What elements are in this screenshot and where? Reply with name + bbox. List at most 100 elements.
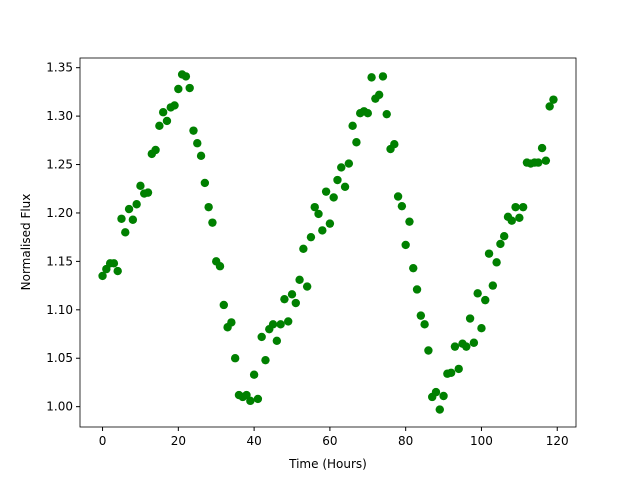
point (515, 213, 524, 223)
point (541, 156, 551, 165)
y-tick-label: 1.10 (46, 303, 73, 317)
point (132, 200, 141, 209)
point (549, 95, 558, 104)
point (284, 317, 293, 326)
point (314, 209, 323, 219)
point (416, 311, 426, 320)
point (246, 396, 255, 406)
point (200, 178, 210, 188)
point (450, 342, 460, 351)
plot-frame (79, 57, 577, 428)
x-axis-label: Time (Hours) (288, 457, 367, 471)
point (196, 151, 206, 161)
point (321, 187, 331, 196)
point (439, 391, 448, 401)
point (405, 217, 414, 226)
point (306, 232, 316, 242)
point (208, 218, 217, 227)
point (318, 226, 327, 235)
point (117, 214, 126, 223)
point (215, 262, 225, 271)
point (484, 249, 494, 258)
point (276, 320, 285, 329)
point (409, 263, 418, 273)
x-tick-label: 0 (99, 434, 107, 448)
point (492, 258, 501, 267)
point (333, 175, 342, 185)
point (511, 202, 520, 212)
y-tick-label: 1.30 (46, 109, 73, 123)
point (257, 332, 266, 342)
point (325, 219, 335, 228)
point (302, 282, 312, 291)
point (518, 202, 528, 212)
point (189, 126, 198, 135)
point (473, 289, 482, 298)
point (469, 338, 479, 347)
point (424, 346, 433, 355)
point (378, 72, 388, 81)
point (193, 139, 202, 148)
point (545, 102, 554, 111)
y-axis-label: Normalised Flux (19, 194, 33, 291)
point (170, 101, 179, 110)
point (249, 370, 259, 379)
point (109, 259, 119, 268)
point (261, 355, 270, 365)
point (481, 295, 490, 305)
x-tick-label: 20 (171, 434, 186, 448)
y-tick-label: 1.00 (46, 400, 73, 414)
point (158, 108, 168, 117)
point (401, 240, 410, 250)
point (121, 228, 130, 237)
point (268, 320, 278, 329)
x-tick-label: 100 (470, 434, 493, 448)
point (128, 215, 138, 224)
point (185, 83, 194, 93)
y-tick-label: 1.20 (46, 206, 73, 220)
point (295, 275, 304, 284)
point (393, 192, 403, 201)
point (465, 314, 475, 323)
point (310, 202, 319, 212)
point (299, 244, 308, 253)
point (162, 116, 172, 126)
x-tick-label: 40 (246, 434, 261, 448)
point (181, 72, 191, 81)
point (124, 204, 134, 214)
point (253, 394, 263, 404)
point (136, 181, 145, 191)
point (337, 163, 346, 172)
point (204, 202, 213, 212)
point (291, 298, 300, 308)
point (340, 182, 350, 192)
x-tick-label: 120 (546, 434, 569, 448)
point (151, 145, 160, 155)
point (507, 216, 516, 225)
point (363, 109, 372, 118)
point (462, 342, 471, 351)
point (454, 364, 463, 374)
point (329, 193, 338, 202)
point (499, 232, 509, 241)
point (537, 143, 547, 153)
point (477, 324, 486, 333)
point (488, 281, 498, 290)
point (230, 354, 240, 363)
y-tick-label: 1.05 (46, 351, 73, 365)
point (496, 239, 505, 249)
point (219, 300, 228, 310)
point (412, 285, 422, 294)
point (374, 90, 384, 100)
x-tick-label: 60 (322, 434, 337, 448)
point (435, 405, 444, 414)
point (287, 290, 297, 299)
point (143, 188, 153, 197)
point (155, 121, 164, 130)
point (344, 159, 354, 168)
point (397, 201, 407, 211)
point (352, 138, 361, 147)
point (98, 271, 107, 281)
